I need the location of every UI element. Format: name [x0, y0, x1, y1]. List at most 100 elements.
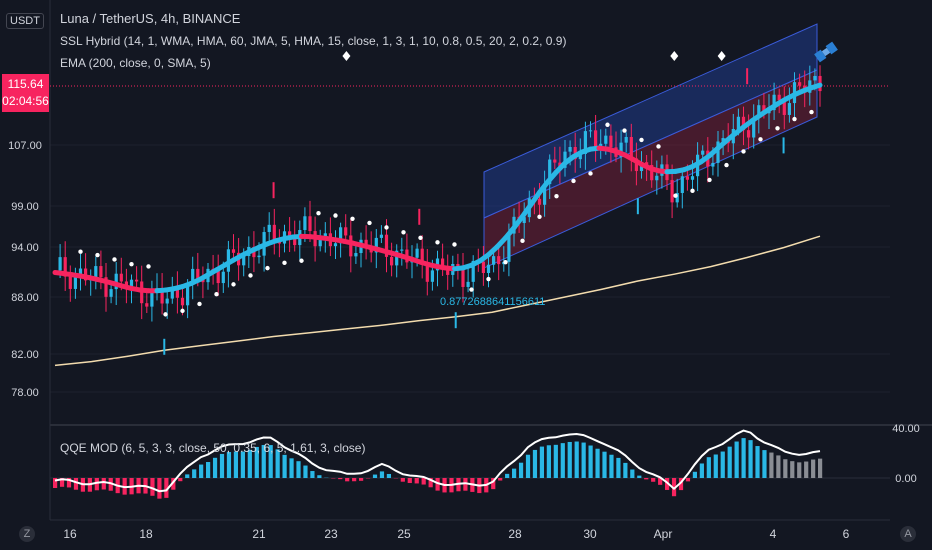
- qqe-bar: [588, 445, 593, 478]
- candle-body: [777, 94, 781, 101]
- trail-dot: [605, 122, 610, 127]
- trail-dot: [367, 220, 372, 226]
- qqe-bar: [804, 461, 809, 478]
- candle-body: [446, 269, 450, 275]
- qqe-bar: [345, 478, 350, 482]
- candle-body: [736, 116, 740, 129]
- candle-body: [323, 233, 327, 237]
- candle-body: [757, 105, 761, 119]
- candle-body: [104, 277, 108, 297]
- qqe-bar: [212, 457, 218, 478]
- candle-body: [216, 270, 220, 284]
- qqe-bar: [247, 449, 252, 478]
- candle-body: [78, 268, 83, 275]
- indicator-ssl-legend[interactable]: SSL Hybrid (14, 1, WMA, HMA, 60, JMA, 5,…: [60, 34, 567, 48]
- trail-dot: [282, 260, 287, 266]
- qqe-bar: [66, 478, 72, 488]
- candle-body: [186, 284, 190, 306]
- qqe-bar: [783, 459, 788, 478]
- qqe-bar: [818, 458, 823, 478]
- candle-body: [400, 249, 404, 251]
- ema-line: [54, 235, 821, 367]
- trail-dot: [588, 171, 593, 176]
- current-price: 115.64: [7, 77, 44, 91]
- qqe-bar: [192, 469, 197, 478]
- candle-body: [196, 268, 200, 279]
- qqe-line: [54, 429, 821, 493]
- candle-body: [680, 176, 684, 193]
- qqe-bar: [539, 446, 545, 478]
- candle-body: [231, 249, 236, 253]
- candle-body: [150, 288, 154, 307]
- qqe-y-tick-40: 40.00: [892, 423, 920, 435]
- timezone-button[interactable]: Z: [19, 526, 35, 542]
- candle-body: [180, 297, 185, 306]
- trail-dot: [639, 137, 644, 143]
- qqe-bar: [171, 478, 176, 490]
- candle-body: [303, 216, 307, 231]
- trail-dot: [758, 137, 763, 142]
- candle-body: [507, 233, 511, 262]
- candle-body: [711, 162, 715, 167]
- qqe-bar: [797, 462, 802, 478]
- qqe-bar: [581, 442, 586, 478]
- indicator-ema-legend[interactable]: EMA (200, close, 0, SMA, 5): [60, 56, 211, 70]
- qqe-bar: [769, 452, 774, 478]
- candle-body: [99, 266, 103, 278]
- x-tick-6: 6: [843, 527, 850, 541]
- qqe-bar: [275, 449, 280, 478]
- candle-body: [762, 105, 766, 114]
- candle-body: [553, 159, 557, 163]
- qqe-bar: [428, 478, 433, 488]
- baseline-annotation: 0.8772688641156611: [440, 296, 545, 308]
- qqe-bar: [762, 450, 767, 478]
- trail-dot: [401, 230, 406, 235]
- qqe-bar: [685, 478, 691, 482]
- qqe-bar: [73, 478, 79, 490]
- candle-body: [288, 231, 292, 237]
- qqe-bar: [94, 478, 99, 491]
- x-tick-16: 16: [63, 527, 77, 541]
- qqe-bar: [414, 478, 419, 484]
- candle-body: [257, 255, 261, 258]
- candle-body: [109, 289, 113, 297]
- candle-body: [354, 253, 358, 257]
- qqe-bar: [435, 478, 440, 491]
- qqe-bar: [101, 478, 106, 490]
- qqe-bar: [268, 445, 273, 478]
- candle-body: [242, 256, 246, 266]
- trail-dot: [214, 292, 219, 297]
- trail-dot: [163, 312, 168, 317]
- candle-body: [425, 264, 429, 282]
- candle-body: [798, 82, 802, 86]
- trail-dot: [95, 252, 100, 258]
- candle-body: [73, 274, 77, 289]
- indicator-qqe-legend[interactable]: QQE MOD (6, 5, 3, 3, close, 50, 0.35, 6,…: [60, 441, 366, 455]
- candle-body: [481, 261, 485, 273]
- x-tick-18: 18: [139, 527, 153, 541]
- candle-body: [430, 270, 434, 282]
- trail-dot: [571, 178, 576, 184]
- diamond-marker: [670, 51, 679, 61]
- candle-body: [160, 288, 164, 304]
- x-tick-21: 21: [252, 527, 266, 541]
- qqe-bar: [546, 445, 551, 478]
- trail-dot: [197, 301, 202, 307]
- qqe-bar: [386, 473, 392, 478]
- trail-dot: [180, 308, 185, 314]
- candle-body: [645, 162, 649, 166]
- auto-scale-button[interactable]: A: [900, 526, 916, 542]
- qqe-bar: [185, 474, 190, 478]
- trail-dot: [809, 109, 814, 115]
- qqe-bar: [338, 478, 343, 480]
- qqe-bar: [609, 454, 614, 478]
- currency-badge[interactable]: USDT: [6, 13, 44, 29]
- qqe-bar: [734, 441, 739, 478]
- candle-body: [129, 279, 134, 290]
- trail-dot: [112, 257, 117, 262]
- qqe-bar: [233, 451, 239, 478]
- qqe-y-tick-0: 0.00: [895, 473, 916, 485]
- candle-body: [318, 236, 322, 247]
- qqe-bar: [713, 454, 718, 478]
